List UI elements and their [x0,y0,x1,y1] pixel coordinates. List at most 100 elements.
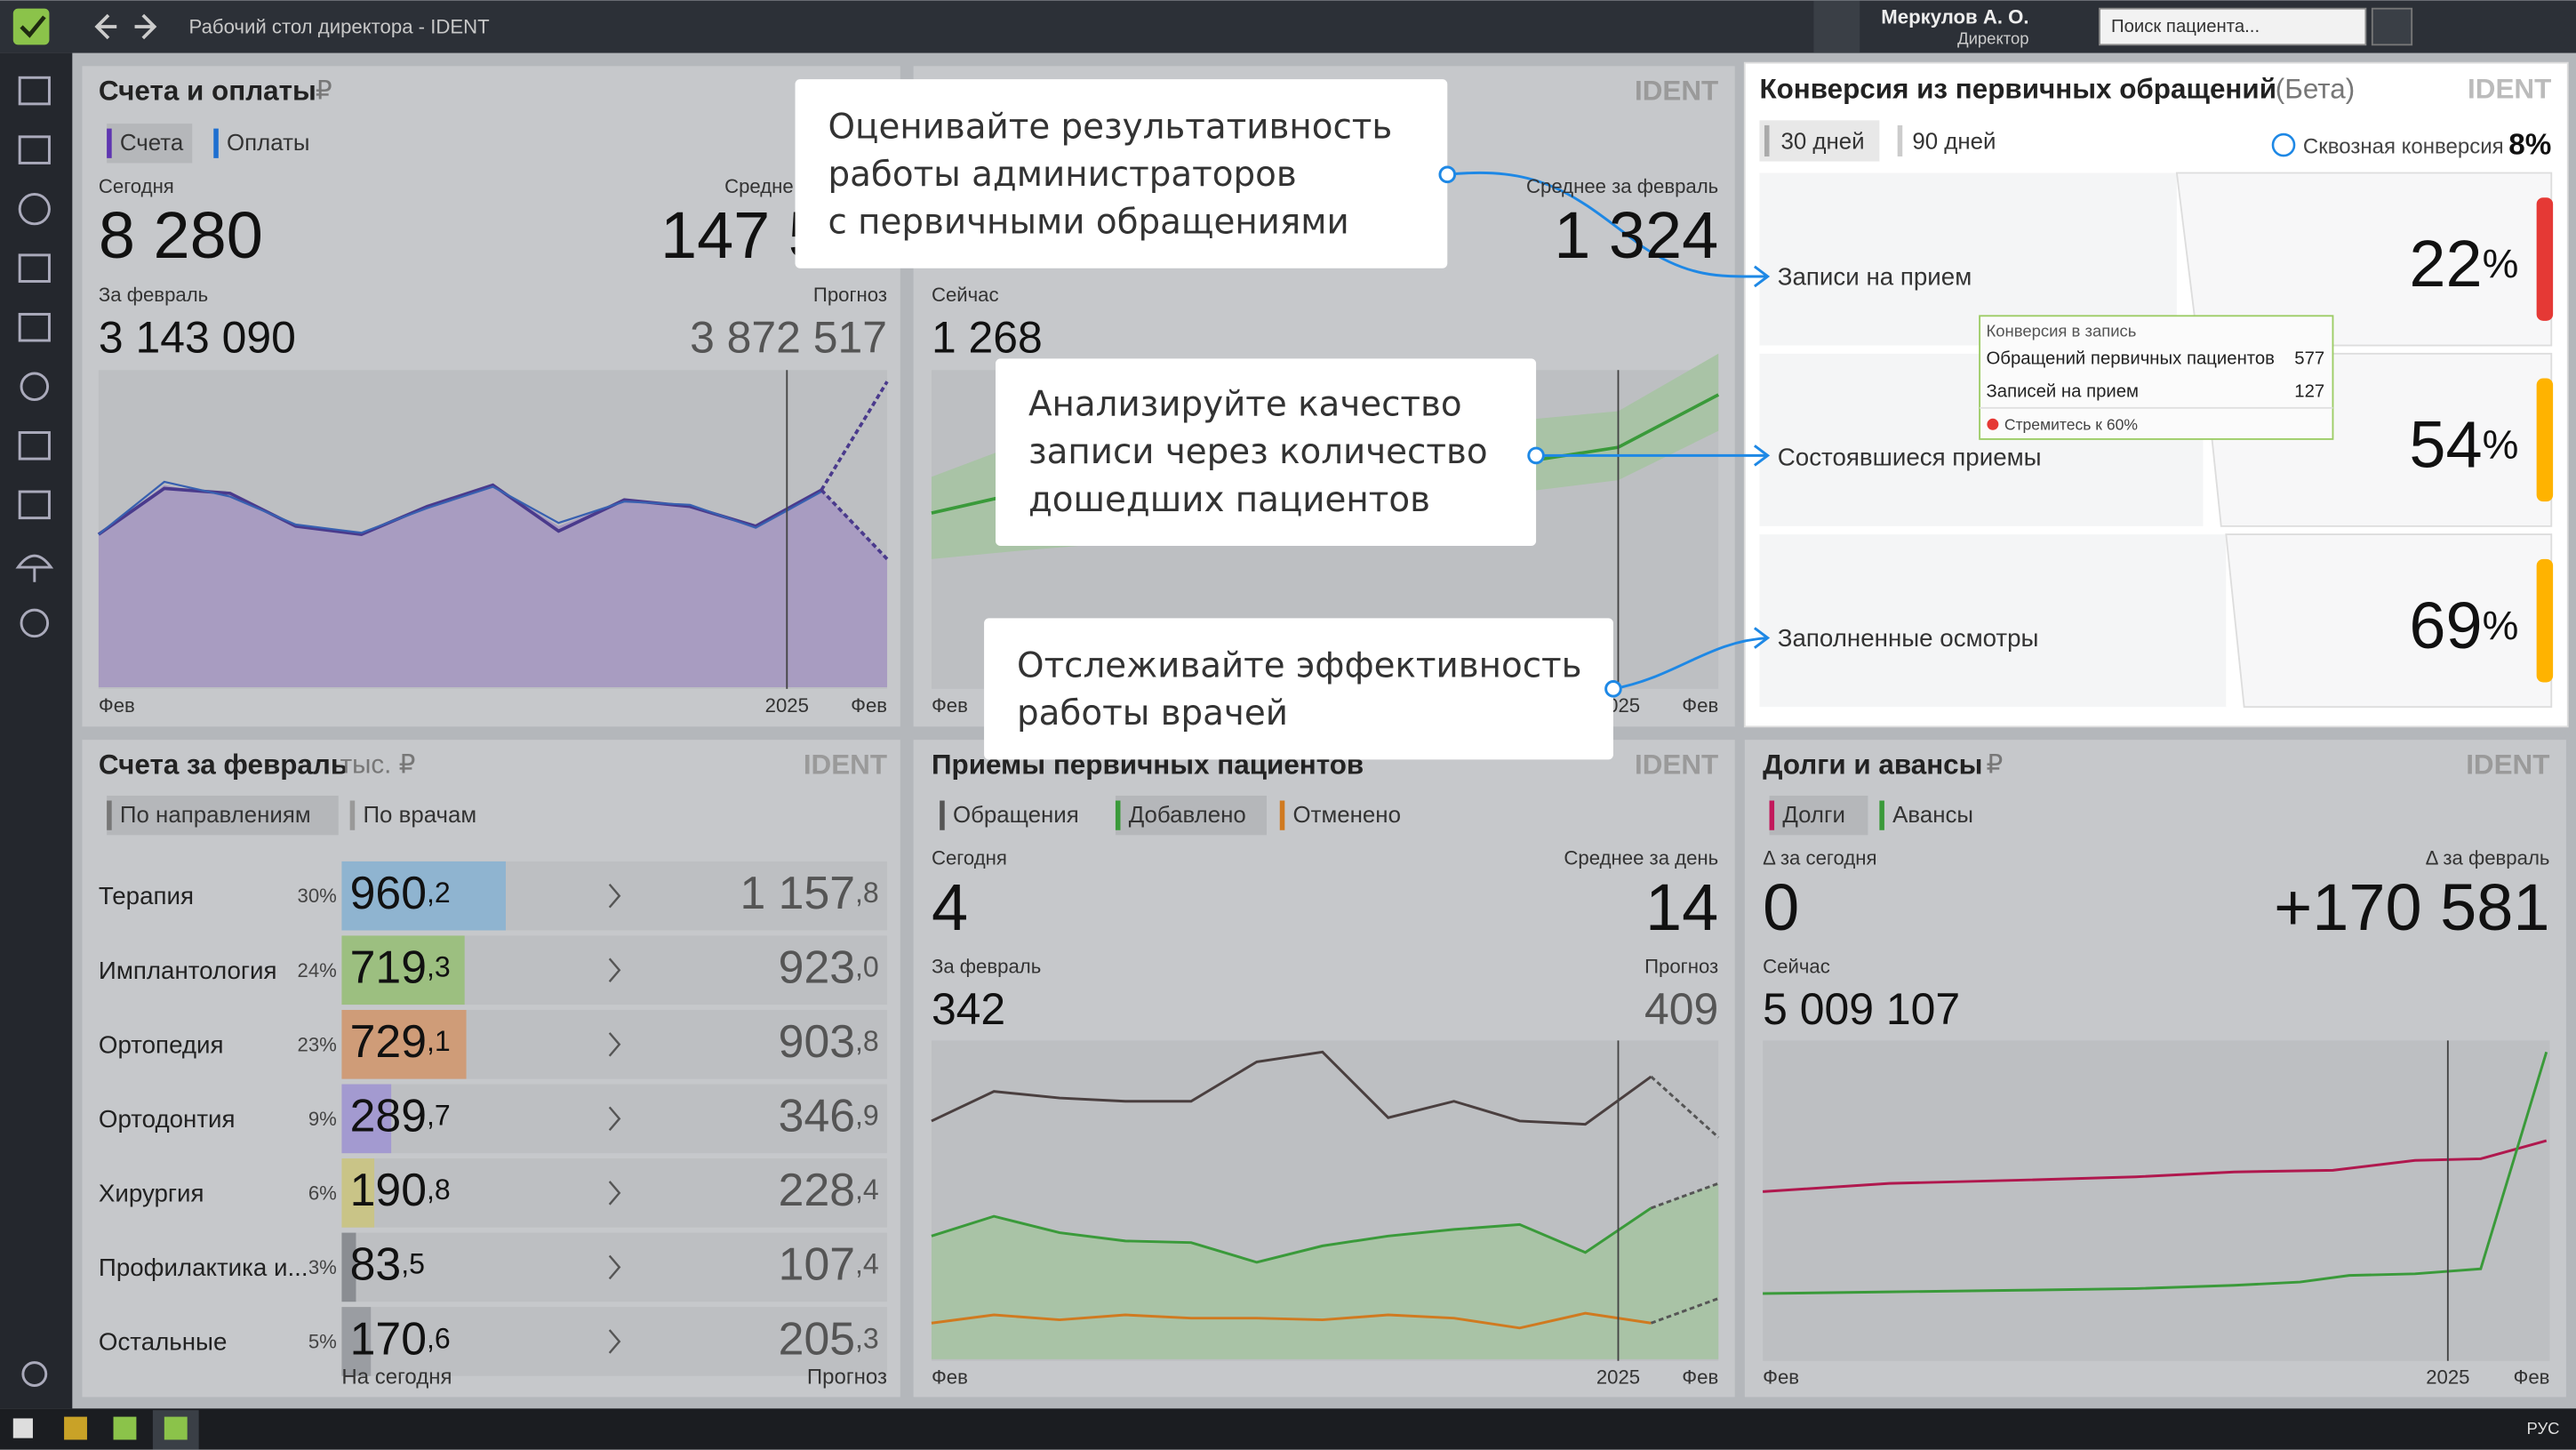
nav-icon[interactable] [18,253,51,283]
brand: IDENT [2466,749,2549,780]
value-main: 22 [2409,227,2482,300]
row-name: Терапия [99,882,194,909]
nav-icon[interactable] [20,372,50,402]
row-forecast: 923,0 [779,941,879,993]
callout-text: работы администраторов [828,155,1297,195]
start-button[interactable] [12,1418,33,1438]
funnel-right [2175,172,2553,347]
nav-icon[interactable] [18,135,51,164]
user-role: Директор [1957,28,2028,47]
stat-label: Δ за сегодня [1763,847,1876,869]
nav-icon[interactable] [18,312,51,342]
value-tail: ,8 [855,877,879,909]
chart-area [1763,1040,2550,1361]
chevron[interactable] [608,883,621,909]
stat-label: Средне [724,175,794,197]
value-tail: ,8 [427,1174,451,1206]
value-tail: ,0 [855,951,879,983]
status-bar [2536,197,2554,321]
keyboard-language: РУС [2527,1419,2560,1438]
row-today: 729,1 [350,1015,451,1067]
task-icon[interactable] [64,1416,87,1440]
value-tail: ,6 [427,1322,451,1354]
callout-text: записи через количество [1028,432,1488,472]
value-main: 719 [350,941,427,993]
settings-icon[interactable] [21,1361,48,1387]
brand: IDENT [2468,74,2551,105]
tab-active[interactable] [1759,120,1880,162]
value-tail: ,9 [855,1100,879,1132]
funnel-label: Записи на прием [1778,262,1972,290]
tab-marker [1879,800,1884,830]
value-main: 960 [350,867,427,918]
help-icon[interactable] [2271,132,2296,157]
brand: IDENT [1635,749,1718,780]
menu-button[interactable] [2371,7,2413,46]
search-box[interactable] [2099,7,2367,46]
value-tail: ,4 [855,1248,879,1280]
nav-icon[interactable] [18,490,51,520]
callout-text: Отслеживайте эффективность [1017,645,1581,685]
panel-title: Конверсия из первичных обращений [1759,74,2276,105]
tab: Долги [1782,803,1845,828]
axis-label: 2025 [1596,1366,1640,1389]
chevron[interactable] [608,1106,621,1132]
value-main: 1 157 [740,867,856,918]
sparkline-area [98,485,888,687]
row-today: 170,6 [350,1312,451,1364]
row-share: 23% [298,1033,337,1055]
nav-icon[interactable] [18,76,51,106]
nav-icon[interactable] [20,608,50,638]
value-tail: % [2483,602,2519,647]
tab: 30 дней [1780,129,1864,154]
tab-active[interactable] [107,124,193,164]
row-name: Ортодонтия [99,1105,236,1133]
nav-icon[interactable] [18,431,51,461]
row-today: 83,5 [350,1238,425,1290]
callout [996,358,1537,547]
back-button[interactable] [94,13,117,40]
chevron[interactable] [608,1181,621,1206]
stat-value: 409 [1644,984,1718,1034]
row-forecast: 205,3 [779,1312,879,1364]
row-today: 289,7 [350,1090,451,1142]
stat-label: Сегодня [932,847,1007,869]
tab-active[interactable] [1769,795,1868,836]
forward-button[interactable] [134,13,157,40]
stat-value: 342 [932,984,1005,1034]
value-main: 228 [779,1164,855,1215]
chevron[interactable] [608,1329,621,1354]
sparkline [97,483,822,537]
chevron[interactable] [608,957,621,982]
task-icon[interactable] [113,1416,137,1440]
row-bar [341,935,465,1005]
callout-arrows [1447,171,1771,691]
value-main: 923 [779,941,855,993]
value-main: 170 [350,1312,427,1364]
callout-anchor [1527,446,1545,465]
stat-label: Сейчас [932,284,999,306]
row-bar [341,1009,467,1079]
user-name: Меркулов А. О. [1881,5,2028,28]
chevron[interactable] [608,1032,621,1057]
chevron[interactable] [608,1254,621,1280]
callout-anchor [1438,165,1457,184]
funnel-value: 69% [2409,588,2518,661]
value-main: 903 [779,1015,855,1067]
task-icon[interactable] [164,1416,188,1440]
arrow [1447,171,1768,278]
tab-active[interactable] [1115,795,1267,836]
phone-button[interactable] [1813,0,1860,53]
value-main: 346 [779,1090,855,1142]
stat-label: Прогноз [813,284,887,306]
tab-marker [1897,124,1903,157]
row-share: 24% [298,959,337,981]
tab-active[interactable] [107,795,339,836]
row-bar [341,1232,356,1302]
tab: Добавлено [1129,803,1246,828]
axis-label: Фев [1682,694,1718,717]
nav-icon[interactable] [15,554,54,582]
tab: Обращения [953,803,1079,828]
axis-label: Фев [932,694,968,717]
nav-icon[interactable] [18,193,51,226]
